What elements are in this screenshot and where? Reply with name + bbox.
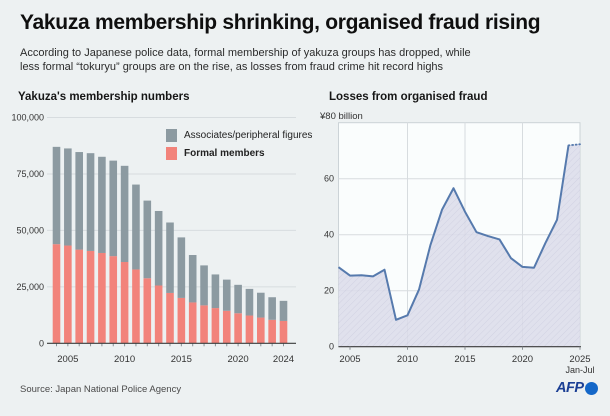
fraud-area-chart: 60 40 20 0 ¥80 billion 2005 2010 2015 2020 2025Ja… — [319, 111, 595, 373]
svg-text:2015: 2015 — [171, 354, 192, 365]
svg-text:2024: 2024 — [273, 354, 294, 365]
svg-text:40: 40 — [324, 230, 334, 240]
svg-text:2005: 2005 — [339, 354, 360, 365]
svg-text:60: 60 — [324, 174, 334, 184]
svg-text:2020: 2020 — [512, 354, 533, 365]
formal-swatch-icon — [166, 146, 177, 160]
subtitle-line-2: less formal “tokuryu” groups are on the … — [20, 61, 444, 73]
svg-text:20: 20 — [324, 286, 334, 296]
page-title: Yakuza membership shrinking, organised f… — [20, 11, 541, 34]
afp-logo: AFP — [556, 380, 598, 396]
membership-bar-chart: 100,000 75,000 50,000 25,000 0 2005 2010 2015 20… — [11, 113, 296, 365]
svg-text:2015: 2015 — [454, 354, 475, 365]
svg-text:100,000: 100,000 — [11, 113, 44, 123]
svg-text:2020: 2020 — [228, 354, 249, 365]
svg-text:2005: 2005 — [57, 354, 78, 365]
svg-text:50,000: 50,000 — [16, 225, 44, 235]
associates-swatch-icon — [166, 128, 177, 142]
svg-text:0: 0 — [39, 338, 44, 348]
svg-text:¥80 billion: ¥80 billion — [319, 111, 363, 122]
membership-chart-title: Yakuza's membership numbers — [18, 91, 190, 103]
svg-text:75,000: 75,000 — [16, 169, 44, 179]
svg-text:0: 0 — [329, 342, 334, 352]
legend-label-associates: Associates/peripheral figures — [184, 129, 313, 141]
svg-text:2010: 2010 — [397, 354, 418, 365]
svg-text:2025: 2025 — [569, 354, 590, 365]
membership-chart-legend: Associates/peripheral figures Formal mem… — [166, 126, 312, 162]
afp-globe-icon — [584, 381, 598, 395]
subtitle-line-1: According to Japanese police data, forma… — [20, 47, 471, 59]
svg-text:25,000: 25,000 — [16, 282, 44, 292]
legend-item-formal: Formal members — [166, 144, 312, 162]
svg-text:2010: 2010 — [114, 354, 135, 365]
page-subtitle: According to Japanese police data, forma… — [20, 46, 471, 74]
afp-logo-text: AFP — [556, 380, 584, 396]
legend-label-formal: Formal members — [184, 147, 265, 159]
svg-text:Jan-Jul: Jan-Jul — [565, 365, 594, 373]
source-credit: Source: Japan National Police Agency — [20, 384, 182, 395]
fraud-chart-title: Losses from organised fraud — [329, 91, 488, 103]
legend-item-associates: Associates/peripheral figures — [166, 126, 312, 144]
